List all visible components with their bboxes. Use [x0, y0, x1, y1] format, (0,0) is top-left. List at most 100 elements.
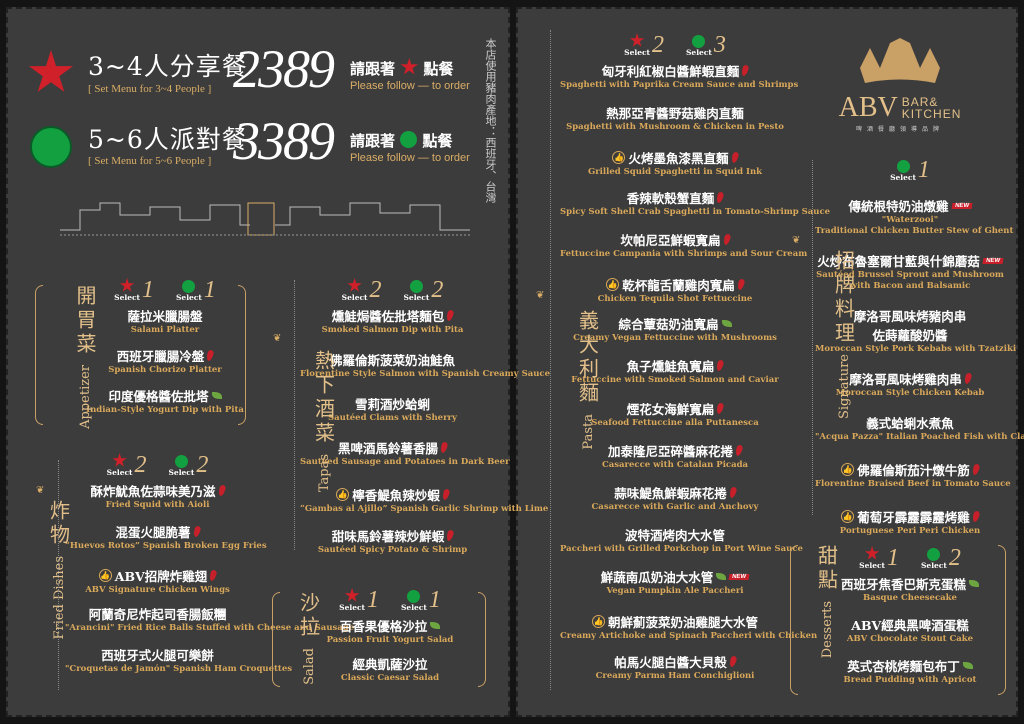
item-name-cn: 鮮蔬南瓜奶油大水管 NEW	[601, 567, 750, 586]
item-name-cn-text: 波特酒烤肉大水管	[624, 528, 725, 544]
follow-en-2: Please follow — to order	[350, 152, 470, 164]
set-price-2: 3389	[233, 111, 335, 171]
item-name-en: Creamy Parma Ham Conchiglioni	[595, 670, 755, 681]
select-label: Select	[339, 603, 365, 612]
item-name-cn-text: 朝鮮薊菠菜奶油雞腿大水管	[607, 615, 758, 631]
select-marker: Select	[114, 278, 140, 302]
select-marker: Select	[859, 546, 885, 570]
menu-item: 👍 佛羅倫斯茄汁燉牛筋 Florentine Braised Beef in Tom…	[815, 457, 1011, 490]
select-label: Select	[114, 293, 140, 302]
follow-cn-1: 請跟著 點餐	[350, 58, 454, 79]
label-en: Signature	[836, 354, 852, 420]
select-count: 1	[203, 277, 216, 303]
skyline-decoration	[60, 202, 470, 236]
circle-icon	[400, 131, 418, 148]
new-badge: NEW	[950, 202, 973, 209]
follow-text: 點餐	[423, 60, 454, 78]
thumbs-up-icon: 👍	[591, 615, 605, 629]
item-name-cn-text: 佛羅倫斯菠菜奶油鮭魚	[329, 353, 455, 368]
item-name-cn-text: 鮮蔬南瓜奶油大水管	[600, 570, 714, 586]
item-name-cn: 甜味馬鈴薯辣炒鮮蝦	[331, 526, 455, 545]
item-name-cn: 百香果優格沙拉	[340, 616, 441, 635]
item-name-en: Portuguese Peri Peri Chicken	[839, 526, 981, 536]
select-circle: Select 1	[890, 158, 930, 182]
menu-page-right	[516, 7, 1018, 717]
item-name-en: Spanish Chorizo Platter	[108, 365, 222, 375]
label-en: Desserts	[819, 601, 835, 659]
chili-pepper-icon	[728, 486, 738, 499]
item-name-cn: 義式蛤蜊水煮魚	[866, 413, 954, 432]
item-name-cn: 熱那亞青醬野菇雞肉直麵	[606, 103, 744, 122]
item-name-cn: 火炒布魯塞爾甘藍與什錦蘑菇 NEW	[817, 251, 1004, 270]
item-name-cn: 坎帕尼亞鮮蝦寬扁	[620, 230, 731, 249]
select-count: 2	[652, 32, 664, 58]
select-count: 2	[948, 545, 961, 571]
logo-line1: BAR&	[901, 95, 939, 109]
label-cn: 熱下酒菜	[311, 350, 336, 446]
select-count: 1	[142, 277, 154, 303]
item-name-cn: ABV經典黑啤酒蛋糕	[851, 615, 968, 634]
select-count: 1	[887, 545, 899, 571]
menu-item: 西班牙焦香巴斯克蛋糕 Basque Cheesecake	[830, 574, 990, 615]
brace-decoration	[272, 592, 280, 687]
item-name-en: ABV Chocolate Stout Cake	[846, 634, 974, 644]
item-name-cn: 英式杏桃烤麵包布丁	[847, 656, 973, 675]
item-name-cn: 雪莉酒炒蛤蜊	[355, 394, 430, 413]
dotted-divider	[58, 460, 59, 690]
item-name-en: ABV Signature Chicken Wings	[85, 585, 230, 595]
thumbs-up-icon: 👍	[841, 463, 855, 476]
ornament-icon: ❦	[36, 485, 45, 496]
item-name-cn: 佛羅倫斯菠菜奶油鮭魚	[330, 350, 455, 369]
item-name-en: Florentine Braised Beef in Tomato Sauce	[815, 479, 1011, 489]
menu-item: 義式蛤蜊水煮魚 "Acqua Pazza" Italian Poached Fis…	[815, 413, 1024, 443]
menu-item: 👍 乾杯龍舌蘭雞肉寬扁 Chicken Tequila Shot Fettuccin…	[560, 272, 790, 314]
item-name-cn-text: 甜味馬鈴薯辣炒鮮蝦	[331, 529, 445, 544]
menu-item: 摩洛哥風味烤豬肉串 佐蒔蘿酸奶醬 Moroccan Style Pork Kebab…	[815, 306, 1016, 355]
menu-item: 👍 檸香鯷魚辣炒蝦 “Gambas al Ajillo” Spanish Garli…	[300, 482, 549, 526]
item-name-cn-text: 魚子燻鮭魚寬扁	[626, 359, 715, 375]
chili-pepper-icon	[722, 233, 731, 246]
item-name-en: Passion Fruit Yogurt Salad	[326, 635, 454, 645]
select-count: 1	[367, 587, 379, 613]
chili-pepper-icon	[439, 441, 449, 454]
item-name-cn: 👍 檸香鯷魚辣炒蝦	[336, 485, 451, 504]
label-cn: 開胃菜	[73, 285, 97, 357]
item-name-cn: 👍 火烤墨魚漆黑直麵	[612, 148, 739, 167]
follow-text: 請跟著	[350, 132, 396, 150]
menu-item: 👍 火烤墨魚漆黑直麵 Grilled Squid Spaghetti in Squi…	[560, 145, 790, 187]
menu-item: 英式杏桃烤麵包布丁 Bread Pudding with Apricot	[830, 656, 990, 697]
item-name-cn-text: 英式杏桃烤麵包布丁	[847, 659, 960, 674]
item-name-cn-text: 西班牙臘腸冷盤	[116, 349, 205, 364]
item-name-en: Fettuccine with Smoked Salmon and Caviar	[571, 375, 779, 386]
thumbs-up-icon: 👍	[606, 277, 620, 291]
select-marker: Select	[404, 280, 429, 302]
chili-pepper-icon	[730, 151, 739, 164]
item-name-cn: 加泰隆尼亞碎醬麻花捲	[608, 441, 744, 460]
item-name-en: Bread Pudding with Apricot	[843, 675, 977, 685]
brace-decoration	[238, 285, 246, 425]
item-name-cn-text: 摩洛哥風味烤雞肉串	[849, 372, 962, 387]
set-title-1: 3~4人分享餐	[88, 52, 248, 81]
circle-icon	[174, 455, 188, 468]
menu-item: 薩拉米臘腸盤 Salami Platter	[80, 306, 250, 346]
select-marker: Select	[401, 590, 427, 612]
item-name-en: “Gambas al Ajillo” Spanish Garlic Shrimp…	[300, 504, 549, 514]
menu-item: 👍 朝鮮薊菠菜奶油雞腿大水管 Creamy Artichoke and Spinac…	[560, 609, 817, 651]
item-name-cn-text: 薩拉米臘腸盤	[127, 309, 203, 324]
select-count: 1	[428, 587, 441, 613]
menu-item: 蒜味鯷魚鮮蝦麻花捲 Casarecce with Garlic and Ancho…	[560, 483, 790, 525]
item-name-en-line2: with Bacon and Balsamic	[849, 281, 971, 291]
item-name-cn-text: 燻鮭焗醬佐批塔麵包	[331, 309, 445, 324]
select-marker: Select	[686, 35, 712, 57]
label-fried-dishes: 炸物 Fried Dishes	[30, 500, 88, 640]
set-title-2: 5~6人派對餐	[88, 125, 248, 154]
item-name-cn-text: 火炒布魯塞爾甘藍與什錦蘑菇	[817, 254, 980, 269]
item-name-cn: 魚子燻鮭魚寬扁	[626, 356, 725, 375]
item-name-cn: 摩洛哥風味烤雞肉串	[849, 369, 973, 388]
logo-tagline: 啤酒餐廳領導品牌	[855, 126, 944, 133]
follow-cn-2: 請跟著 點餐	[350, 130, 453, 151]
chili-pepper-icon	[728, 655, 738, 668]
item-name-en: Sautéed Spicy Potato & Shrimp	[317, 545, 468, 555]
select-marker: Select	[624, 33, 650, 57]
item-name-cn: 👍 佛羅倫斯茄汁燉牛筋	[841, 460, 981, 479]
